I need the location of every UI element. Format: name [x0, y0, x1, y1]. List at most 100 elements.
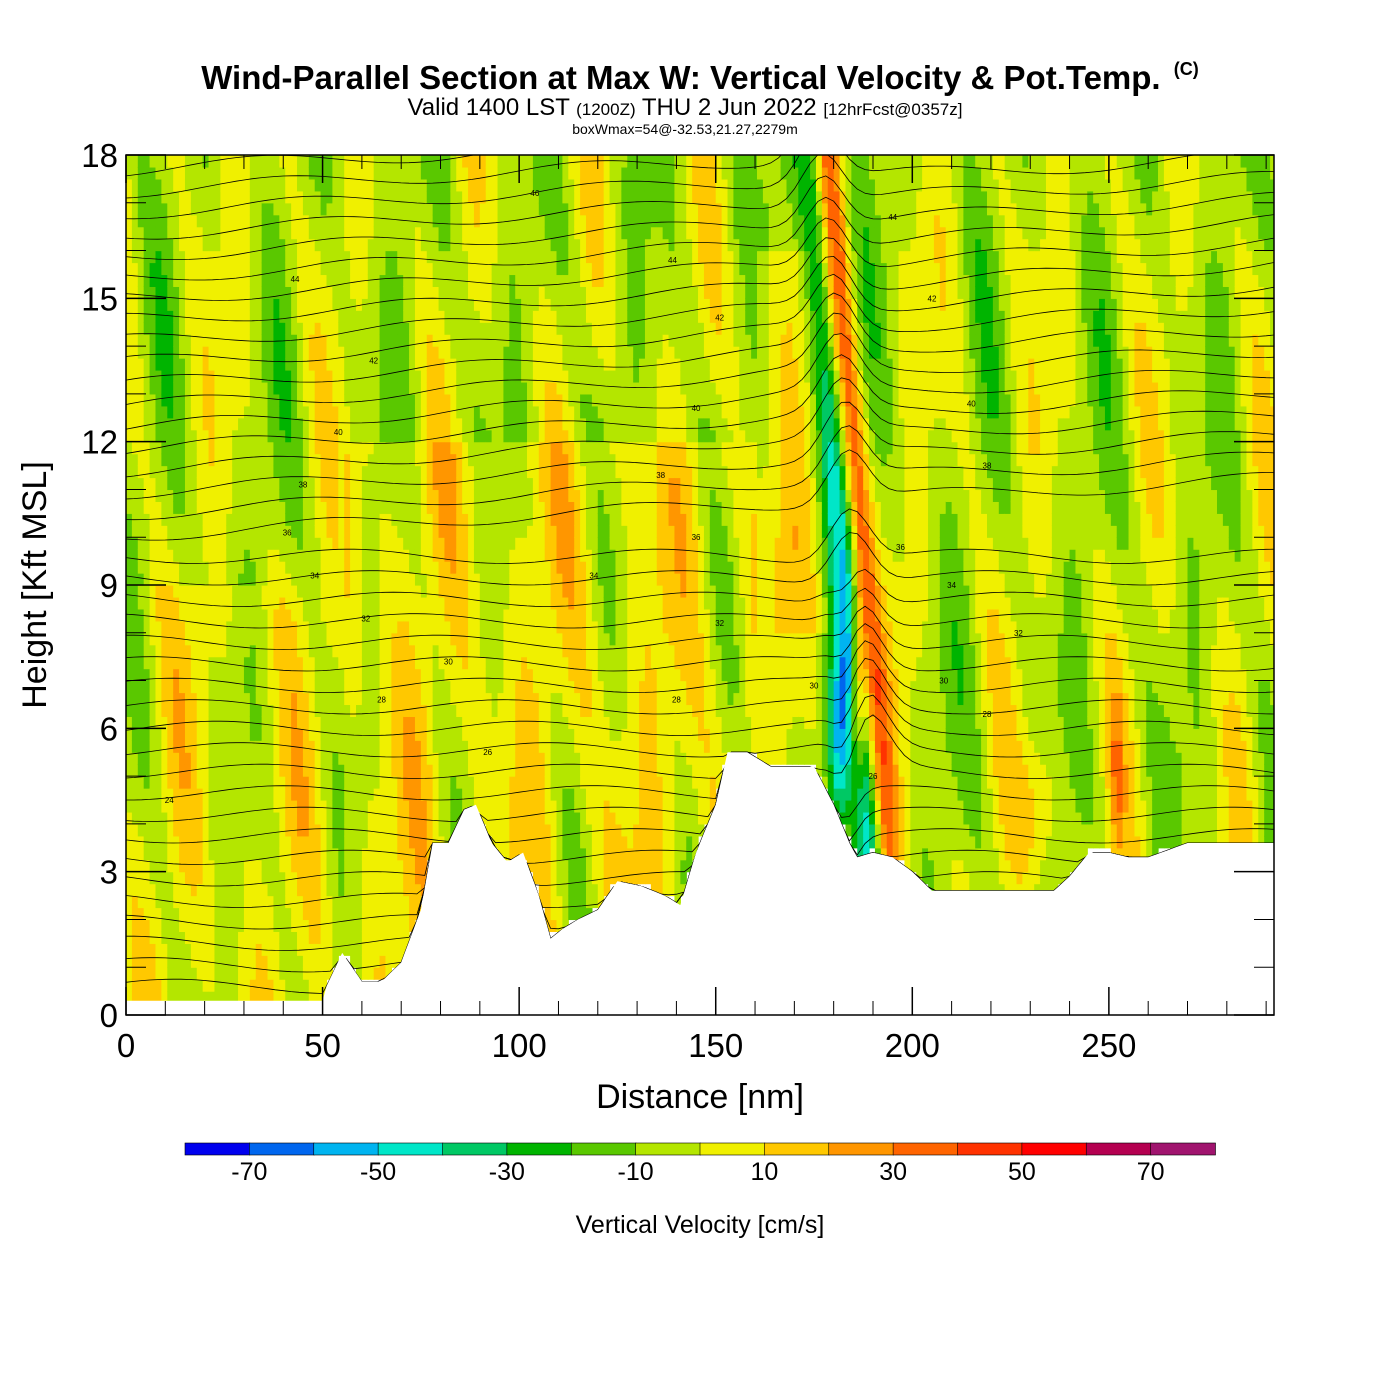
- velocity-cell: [403, 322, 410, 335]
- velocity-cell: [161, 561, 168, 574]
- velocity-cell: [314, 728, 322, 741]
- velocity-cell: [403, 716, 410, 729]
- velocity-cell: [314, 823, 322, 837]
- velocity-cell: [320, 561, 328, 574]
- velocity-cell: [208, 513, 216, 526]
- velocity-cell: [515, 728, 522, 741]
- velocity-cell: [320, 453, 328, 467]
- velocity-cell: [285, 465, 292, 479]
- velocity-cell: [285, 728, 292, 741]
- velocity-cell: [190, 250, 198, 264]
- velocity-cell: [373, 202, 381, 216]
- velocity-cell: [297, 214, 304, 228]
- velocity-cell: [391, 608, 398, 622]
- velocity-cell: [184, 405, 192, 419]
- velocity-cell: [344, 644, 351, 658]
- velocity-cell: [420, 274, 428, 287]
- velocity-cell: [379, 596, 387, 610]
- velocity-cell: [179, 274, 186, 287]
- velocity-cell: [326, 477, 334, 491]
- velocity-cell: [338, 298, 345, 311]
- velocity-cell: [385, 429, 392, 443]
- velocity-cell: [238, 537, 245, 550]
- velocity-cell: [438, 346, 446, 359]
- velocity-cell: [391, 405, 398, 419]
- velocity-cell: [527, 668, 534, 682]
- velocity-cell: [367, 704, 375, 717]
- velocity-cell: [184, 668, 192, 682]
- velocity-cell: [538, 668, 546, 682]
- velocity-cell: [409, 405, 416, 419]
- velocity-cell: [202, 764, 210, 777]
- velocity-cell: [367, 728, 375, 741]
- velocity-cell: [279, 835, 286, 849]
- velocity-cell: [391, 262, 398, 276]
- velocity-cell: [497, 465, 505, 479]
- velocity-cell: [179, 214, 186, 228]
- velocity-cell: [291, 967, 298, 980]
- velocity-cell: [350, 943, 357, 956]
- velocity-cell: [468, 752, 475, 765]
- velocity-cell: [527, 776, 534, 789]
- velocity-cell: [338, 429, 345, 443]
- velocity-cell: [462, 764, 469, 777]
- velocity-cell: [391, 835, 398, 849]
- velocity-cell: [491, 537, 499, 550]
- velocity-cell: [232, 202, 239, 216]
- velocity-cell: [414, 489, 422, 502]
- velocity-cell: [208, 620, 216, 634]
- velocity-cell: [220, 178, 227, 192]
- velocity-cell: [391, 883, 398, 897]
- velocity-cell: [232, 561, 239, 574]
- velocity-cell: [208, 358, 216, 371]
- velocity-cell: [497, 537, 505, 550]
- velocity-cell: [297, 752, 304, 765]
- velocity-cell: [556, 525, 563, 538]
- velocity-cell: [344, 298, 351, 311]
- velocity-cell: [238, 298, 245, 311]
- velocity-cell: [468, 596, 475, 610]
- velocity-cell: [485, 346, 493, 359]
- velocity-cell: [326, 859, 334, 873]
- velocity-cell: [149, 489, 157, 502]
- velocity-cell: [414, 704, 422, 717]
- velocity-cell: [173, 907, 180, 921]
- velocity-cell: [143, 859, 151, 873]
- velocity-cell: [173, 274, 180, 287]
- velocity-cell: [426, 501, 434, 514]
- velocity-cell: [385, 489, 392, 502]
- velocity-cell: [414, 823, 422, 837]
- velocity-cell: [179, 525, 186, 538]
- velocity-cell: [373, 967, 381, 980]
- velocity-cell: [479, 190, 487, 204]
- velocity-cell: [196, 740, 204, 753]
- velocity-cell: [344, 501, 351, 514]
- velocity-cell: [149, 358, 157, 371]
- velocity-cell: [137, 632, 145, 646]
- velocity-cell: [521, 656, 528, 670]
- velocity-cell: [367, 943, 375, 956]
- velocity-cell: [255, 250, 263, 264]
- velocity-cell: [373, 441, 381, 455]
- velocity-cell: [438, 680, 446, 694]
- velocity-cell: [232, 310, 239, 323]
- velocity-cell: [208, 907, 216, 921]
- velocity-cell: [161, 358, 168, 371]
- velocity-cell: [161, 334, 168, 347]
- velocity-cell: [515, 644, 522, 658]
- velocity-cell: [456, 453, 463, 467]
- velocity-cell: [208, 501, 216, 514]
- velocity-cell: [350, 776, 357, 789]
- velocity-cell: [438, 405, 446, 419]
- velocity-cell: [320, 238, 328, 252]
- velocity-cell: [232, 250, 239, 264]
- velocity-cell: [173, 465, 180, 479]
- velocity-cell: [521, 286, 528, 299]
- velocity-cell: [373, 405, 381, 419]
- velocity-cell: [338, 752, 345, 765]
- velocity-cell: [131, 895, 139, 909]
- velocity-cell: [438, 214, 446, 228]
- velocity-cell: [320, 346, 328, 359]
- velocity-cell: [291, 250, 298, 264]
- velocity-cell: [491, 274, 499, 287]
